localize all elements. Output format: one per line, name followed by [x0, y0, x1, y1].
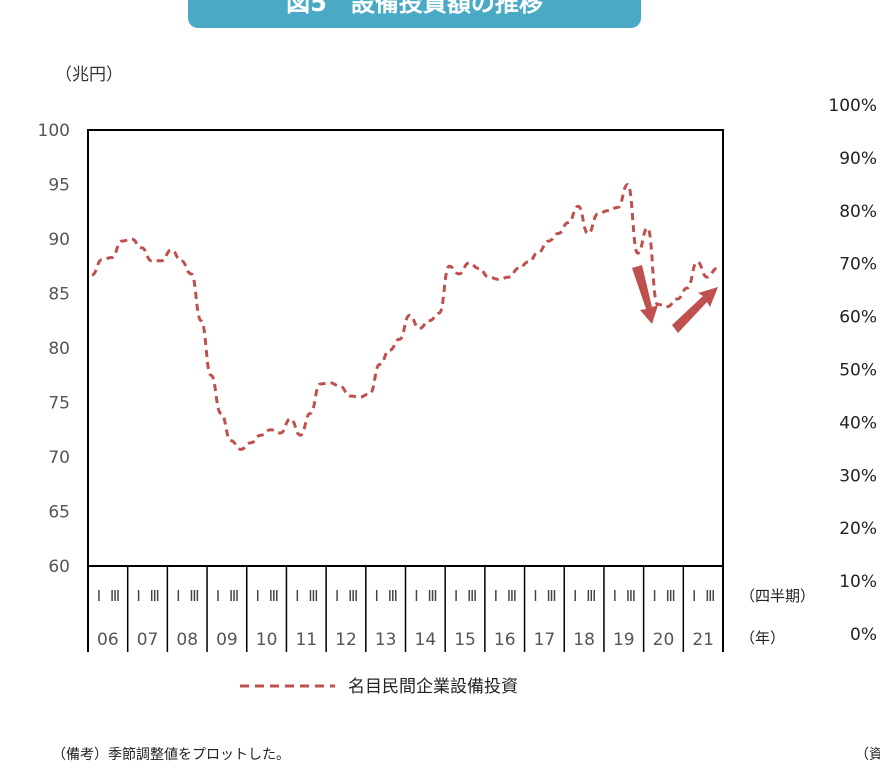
y-tick-label: 65 [48, 503, 70, 523]
y-tick-label: 70 [48, 448, 70, 468]
quarter-label: Ⅲ [427, 587, 437, 605]
quarter-label: Ⅲ [665, 587, 675, 605]
right-axis-tick-label: 60% [839, 308, 877, 328]
y-tick-label: 90 [48, 230, 70, 250]
y-tick-label: 60 [48, 557, 70, 577]
note-source-fragment: （資 [855, 747, 880, 763]
year-label: 08 [176, 630, 198, 650]
year-axis-label: （年） [740, 629, 785, 647]
right-axis-tick-label: 50% [839, 361, 877, 381]
right-axis-tick-label: 30% [839, 466, 877, 486]
quarter-label: Ⅲ [308, 587, 318, 605]
year-label: 17 [534, 630, 556, 650]
quarter-label: Ⅰ [454, 587, 458, 605]
quarter-label: Ⅰ [692, 587, 696, 605]
year-label: 11 [295, 630, 317, 650]
quarter-label: Ⅰ [295, 587, 299, 605]
series-line [91, 182, 718, 451]
year-label: 09 [216, 630, 238, 650]
year-label: 16 [494, 630, 516, 650]
y-tick-label: 80 [48, 339, 70, 359]
year-label: 10 [256, 630, 278, 650]
y-tick-label: 100 [38, 121, 70, 141]
right-axis-tick-label: 20% [839, 519, 877, 539]
right-axis-tick-label: 10% [839, 572, 877, 592]
right-axis-tick-label: 0% [850, 625, 877, 645]
quarter-label: Ⅲ [189, 587, 199, 605]
quarter-label: Ⅲ [110, 587, 120, 605]
y-tick-label: 85 [48, 285, 70, 305]
quarter-label: Ⅲ [705, 587, 715, 605]
year-label: 18 [573, 630, 595, 650]
quarter-label: Ⅲ [546, 587, 556, 605]
quarter-label: Ⅰ [652, 587, 656, 605]
year-label: 07 [137, 630, 159, 650]
quarter-label: Ⅲ [348, 587, 358, 605]
right-axis-tick-label: 90% [839, 149, 877, 169]
quarter-label: Ⅰ [414, 587, 418, 605]
quarter-label: Ⅲ [626, 587, 636, 605]
plot-frame [87, 129, 724, 567]
quarter-label: Ⅰ [216, 587, 220, 605]
quarter-label: Ⅲ [507, 587, 517, 605]
right-axis-tick-label: 40% [839, 413, 877, 433]
quarter-label: Ⅲ [150, 587, 160, 605]
quarter-label: Ⅲ [586, 587, 596, 605]
note-remarks: （備考）季節調整値をプロットした。 [52, 747, 290, 763]
year-label: 21 [692, 630, 714, 650]
legend-label: 名目民間企業設備投資 [348, 677, 518, 697]
year-label: 20 [653, 630, 675, 650]
quarter-label: Ⅰ [613, 587, 617, 605]
chart-title: 図5 設備投資額の推移 [188, 0, 641, 28]
right-axis-tick-label: 100% [828, 96, 877, 116]
y-tick-label: 75 [48, 394, 70, 414]
quarter-axis-label: （四半期） [740, 587, 815, 605]
quarter-label: Ⅰ [136, 587, 140, 605]
quarter-label: Ⅲ [467, 587, 477, 605]
arrow-up-icon [672, 287, 718, 333]
year-label: 19 [613, 630, 635, 650]
arrow-down-icon [632, 265, 658, 324]
y-axis-unit: （兆円） [55, 65, 123, 85]
year-label: 06 [97, 630, 119, 650]
quarter-label: Ⅰ [494, 587, 498, 605]
right-axis-tick-label: 80% [839, 202, 877, 222]
year-label: 13 [375, 630, 397, 650]
quarter-label: Ⅰ [375, 587, 379, 605]
year-label: 14 [415, 630, 437, 650]
quarter-label: Ⅰ [255, 587, 259, 605]
year-label: 12 [335, 630, 357, 650]
quarter-label: Ⅲ [269, 587, 279, 605]
quarter-label: Ⅰ [573, 587, 577, 605]
year-label: 15 [454, 630, 476, 650]
quarter-label: Ⅲ [229, 587, 239, 605]
quarter-label: Ⅰ [533, 587, 537, 605]
quarter-label: Ⅰ [176, 587, 180, 605]
quarter-label: Ⅰ [335, 587, 339, 605]
quarter-label: Ⅰ [97, 587, 101, 605]
quarter-label: Ⅲ [388, 587, 398, 605]
right-axis-tick-label: 70% [839, 255, 877, 275]
y-tick-label: 95 [48, 176, 70, 196]
